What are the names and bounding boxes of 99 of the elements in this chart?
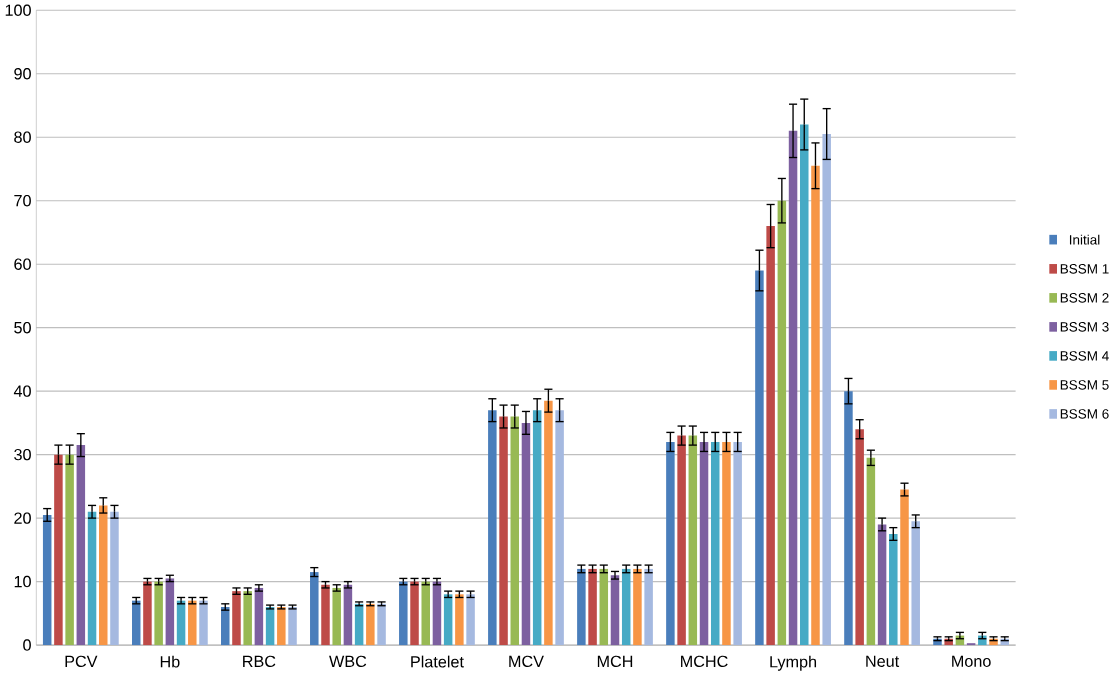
y-tick-label: 80 (14, 131, 31, 143)
legend-label: BSSM 3 (1060, 322, 1109, 332)
bar (666, 441, 675, 645)
y-tick-label: 30 (14, 448, 31, 461)
bar (221, 606, 230, 645)
bar (432, 581, 442, 645)
legend-label: Initial (1069, 234, 1100, 245)
y-tick-label: 50 (14, 321, 31, 334)
bar (131, 600, 141, 645)
bar (143, 581, 152, 645)
bar (855, 429, 864, 645)
bar (577, 568, 586, 645)
bar (165, 578, 175, 645)
bar (644, 568, 653, 645)
y-tick-label: 70 (14, 194, 31, 207)
x-tick-label: WBC (329, 655, 367, 667)
bar (866, 457, 876, 645)
bar (499, 416, 508, 645)
y-tick-label: 40 (13, 385, 31, 397)
bar (443, 594, 453, 645)
bar (277, 606, 286, 645)
bar (889, 533, 898, 645)
bar (199, 600, 208, 645)
x-tick-label: RBC (243, 655, 276, 667)
bar (811, 165, 820, 645)
x-tick-label: Lymph (770, 655, 817, 671)
y-tick-label: 90 (14, 67, 31, 80)
bar (399, 581, 408, 645)
bar (110, 511, 119, 645)
bar (76, 445, 86, 645)
bar (188, 600, 197, 645)
bar (410, 581, 419, 645)
bar (254, 587, 264, 645)
legend-label: BSSM 6 (1060, 409, 1109, 419)
bar (822, 133, 831, 645)
x-tick-label: Mono (952, 655, 991, 667)
bar (733, 441, 742, 645)
legend-label: BSSM 5 (1060, 380, 1109, 390)
y-tick-label: 20 (14, 512, 31, 524)
bar (366, 603, 375, 645)
bar (332, 587, 341, 645)
x-tick-label: PCV (65, 655, 98, 667)
bar (788, 130, 798, 645)
bar (232, 591, 241, 645)
bar (710, 441, 720, 645)
bar (42, 514, 52, 645)
bar (243, 591, 252, 645)
bar (621, 568, 631, 645)
bar (154, 581, 163, 645)
bar (588, 568, 597, 645)
x-tick-label: Neut (866, 655, 900, 667)
legend-label: BSSM 2 (1060, 292, 1109, 303)
bar (455, 594, 464, 645)
bar (54, 454, 63, 645)
bar (610, 575, 620, 645)
bar (900, 489, 909, 645)
bar (777, 200, 787, 645)
y-tick-label: 10 (14, 575, 31, 588)
bar (599, 568, 609, 645)
x-tick-label: MCHC (681, 655, 728, 667)
bar (677, 435, 686, 645)
bar (521, 422, 531, 645)
bar (288, 606, 297, 645)
bar (911, 521, 920, 645)
bar (65, 454, 74, 645)
x-tick-label: Platelet (411, 655, 464, 668)
bar (510, 416, 520, 645)
bar (466, 594, 475, 645)
bar (176, 600, 186, 645)
y-tick-label: 0 (23, 639, 31, 651)
bar (688, 435, 698, 645)
bar (532, 410, 542, 645)
bar (544, 400, 553, 645)
x-tick-label: Hb (160, 655, 180, 668)
y-tick-label: 100 (5, 4, 31, 16)
bar (488, 410, 497, 645)
bar (321, 584, 330, 645)
bar (99, 505, 108, 645)
x-tick-label: MCV (509, 655, 544, 667)
bar (800, 124, 809, 645)
bar (699, 441, 709, 645)
bar (633, 568, 642, 645)
bar (722, 441, 731, 645)
bar (421, 581, 430, 645)
bar (877, 524, 887, 645)
bar (844, 391, 853, 645)
bar (555, 410, 564, 645)
bar (377, 603, 386, 645)
bar (755, 270, 764, 645)
y-tick-label: 60 (14, 258, 31, 270)
bar (265, 606, 275, 645)
legend-label: BSSM 1 (1060, 263, 1109, 274)
bar (354, 603, 364, 645)
bar (310, 571, 319, 645)
bar (87, 511, 97, 645)
bar (766, 225, 775, 645)
bar (343, 584, 353, 645)
x-tick-label: MCH (597, 655, 633, 667)
legend-label: BSSM 4 (1060, 351, 1109, 361)
